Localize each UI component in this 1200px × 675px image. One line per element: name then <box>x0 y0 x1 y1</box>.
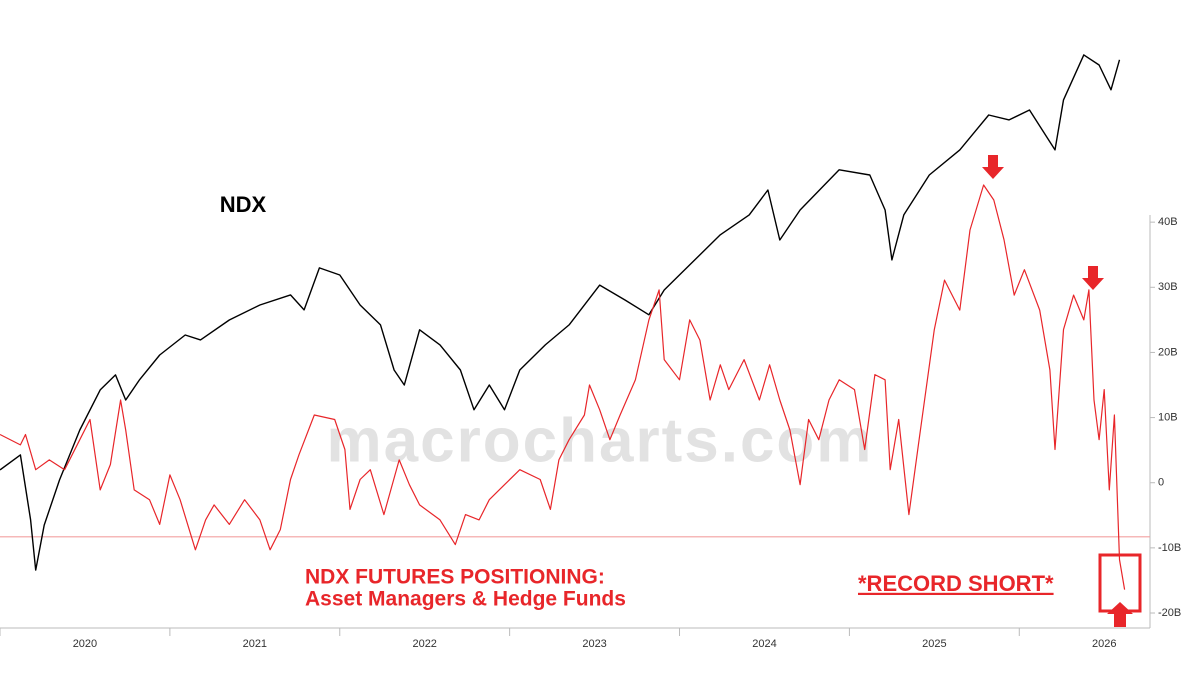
series-line <box>0 184 1126 590</box>
record-short-label: *RECORD SHORT* <box>858 571 1054 596</box>
positioning-title: NDX FUTURES POSITIONING: <box>305 566 605 589</box>
x-tick-label: 2026 <box>1092 638 1116 650</box>
x-tick-label: 2024 <box>752 638 776 650</box>
watermark: macrocharts.com <box>327 406 874 475</box>
y-tick-label: 30B <box>1158 281 1178 293</box>
ndx-label: NDX <box>220 192 267 217</box>
arrow-up <box>1107 602 1133 627</box>
y-tick-label: 10B <box>1158 411 1178 423</box>
y-tick-label: -10B <box>1158 542 1181 554</box>
series-line <box>0 54 1121 571</box>
y-tick-label: 20B <box>1158 346 1178 358</box>
x-tick-label: 2025 <box>922 638 946 650</box>
y-tick-label: -20B <box>1158 607 1181 619</box>
arrow-down <box>982 155 1004 179</box>
y-tick-label: 40B <box>1158 216 1178 228</box>
x-tick-label: 2021 <box>243 638 267 650</box>
arrow-down <box>1082 266 1104 290</box>
y-tick-label: 0 <box>1158 477 1164 489</box>
x-tick-label: 2022 <box>412 638 436 650</box>
x-tick-label: 2020 <box>73 638 97 650</box>
positioning-subtitle: Asset Managers & Hedge Funds <box>305 588 626 611</box>
x-tick-label: 2023 <box>582 638 606 650</box>
